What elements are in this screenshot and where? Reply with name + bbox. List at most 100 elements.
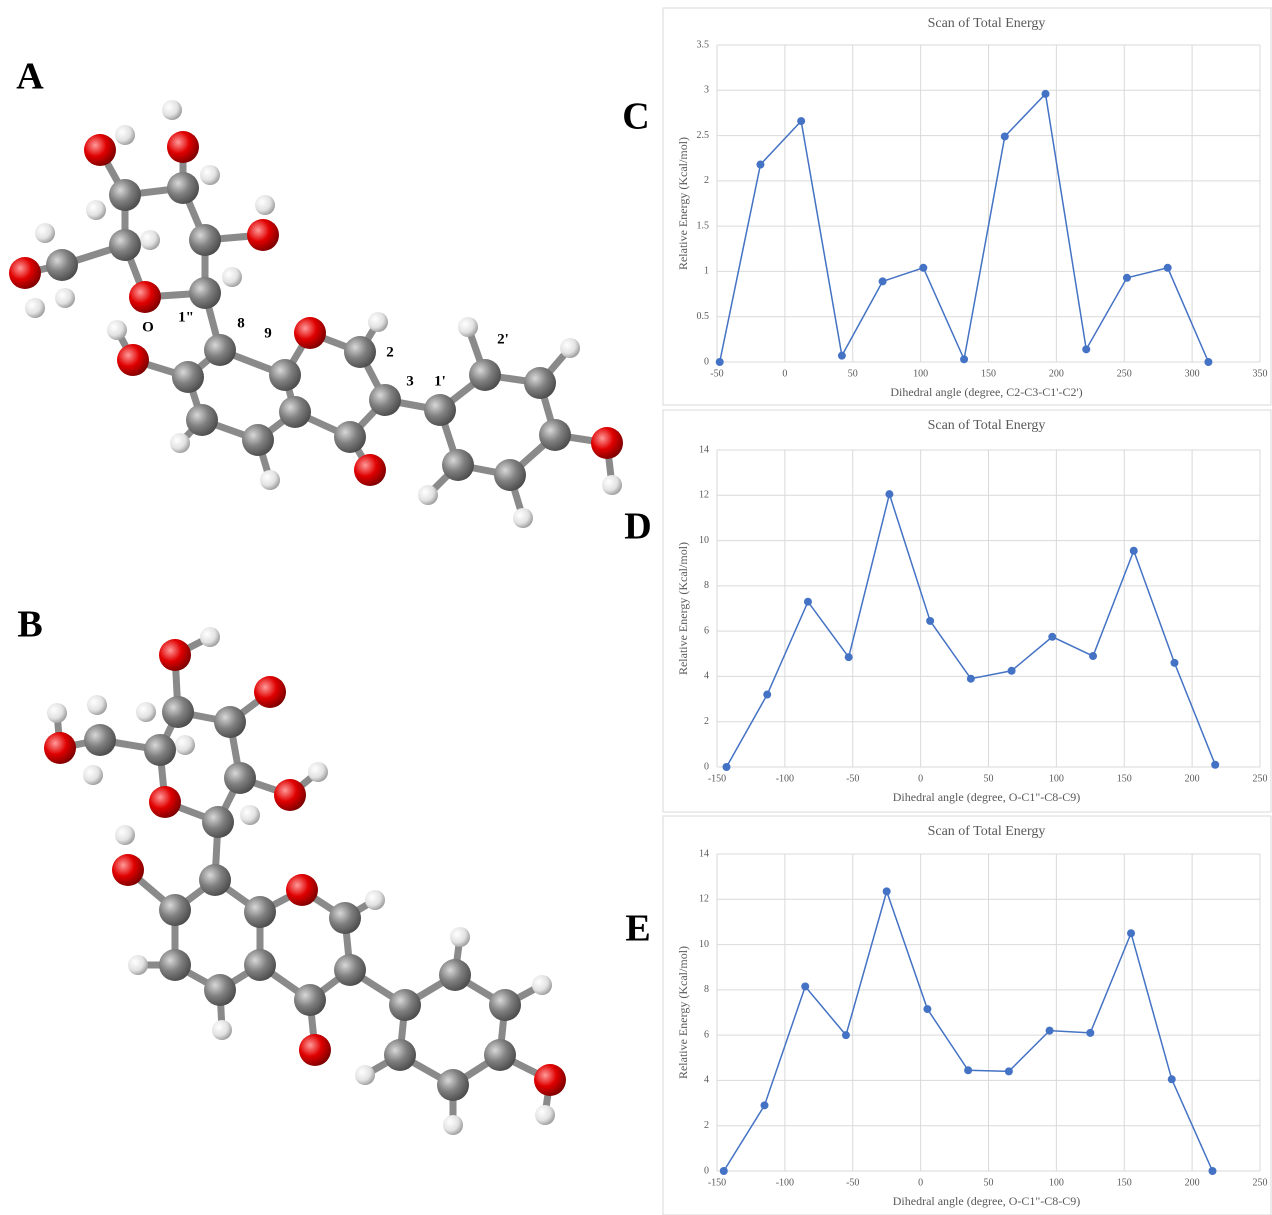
x-tick-label: 0 <box>918 1177 923 1188</box>
data-point <box>1042 90 1050 98</box>
data-point <box>1170 659 1178 667</box>
chart-frame <box>663 816 1271 1215</box>
y-axis-label: Relative Energy (Kcal/mol) <box>676 946 690 1079</box>
x-tick-label: 350 <box>1253 368 1268 379</box>
data-point <box>804 598 812 606</box>
data-point <box>1086 1029 1094 1037</box>
x-tick-label: 100 <box>913 368 928 379</box>
x-tick-label: -150 <box>708 1177 726 1188</box>
data-point <box>720 1167 728 1175</box>
panel-label: B <box>17 604 42 646</box>
data-point <box>1208 1167 1216 1175</box>
data-point <box>1046 1027 1054 1035</box>
y-tick-label: 0.5 <box>697 311 710 322</box>
molecule-a: O 1" 8 9 2 3 1' 2' <box>9 100 623 528</box>
x-tick-label: 250 <box>1253 1177 1268 1188</box>
data-point <box>761 1101 769 1109</box>
data-point <box>756 161 764 169</box>
atom-label: 9 <box>264 325 272 341</box>
charts: Scan of Total Energy Dihedral angle (degr… <box>663 8 1271 1215</box>
data-point <box>716 358 724 366</box>
y-tick-label: 10 <box>699 939 709 950</box>
y-tick-label: 0 <box>704 356 709 367</box>
y-tick-label: 2 <box>704 1120 709 1131</box>
y-tick-label: 1.5 <box>697 220 710 231</box>
y-tick-label: 4 <box>704 671 709 682</box>
y-tick-label: 14 <box>699 848 709 859</box>
atoms <box>9 100 623 528</box>
x-tick-label: 150 <box>1117 773 1132 784</box>
y-tick-label: 8 <box>704 580 709 591</box>
x-axis-label: Dihedral angle (degree, C2-C3-C1'-C2') <box>890 385 1082 399</box>
data-point <box>763 691 771 699</box>
chart-title: Scan of Total Energy <box>928 824 1046 839</box>
data-point <box>801 982 809 990</box>
y-tick-label: 6 <box>704 625 709 636</box>
x-tick-label: 250 <box>1253 773 1268 784</box>
x-tick-label: 100 <box>1049 1177 1064 1188</box>
x-axis-label: Dihedral angle (degree, O-C1"-C8-C9) <box>893 790 1081 804</box>
panel-label: D <box>624 506 651 548</box>
data-point <box>1048 633 1056 641</box>
data-point <box>1001 132 1009 140</box>
atom-label: 1" <box>178 309 194 325</box>
x-tick-label: 0 <box>918 773 923 784</box>
x-tick-label: 300 <box>1185 368 1200 379</box>
data-point <box>1164 264 1172 272</box>
atom-label: 1' <box>434 373 446 389</box>
x-tick-label: 100 <box>1049 773 1064 784</box>
x-tick-label: 200 <box>1049 368 1064 379</box>
y-tick-label: 3 <box>704 85 709 96</box>
panel-label: C <box>622 96 649 138</box>
data-point <box>919 264 927 272</box>
y-tick-label: 1 <box>704 266 709 277</box>
y-tick-label: 0 <box>704 761 709 772</box>
y-tick-label: 0 <box>704 1165 709 1176</box>
data-point <box>723 763 731 771</box>
data-point <box>879 277 887 285</box>
data-point <box>1130 547 1138 555</box>
x-tick-label: 50 <box>848 368 858 379</box>
data-point <box>923 1005 931 1013</box>
atom-label: 8 <box>237 315 245 331</box>
x-tick-label: 0 <box>782 368 787 379</box>
y-axis-label: Relative Energy (Kcal/mol) <box>676 542 690 675</box>
atom-label: 3 <box>406 373 414 389</box>
data-point <box>926 617 934 625</box>
data-point <box>838 352 846 360</box>
x-tick-label: -100 <box>776 1177 794 1188</box>
chart-title: Scan of Total Energy <box>928 418 1046 433</box>
panel-label: A <box>16 56 44 98</box>
atom-label: O <box>142 319 154 335</box>
y-tick-label: 12 <box>699 894 709 905</box>
y-tick-label: 2 <box>704 716 709 727</box>
chart-title: Scan of Total Energy <box>928 16 1046 31</box>
x-tick-label: 50 <box>984 773 994 784</box>
data-point <box>1005 1067 1013 1075</box>
data-point <box>1123 274 1131 282</box>
data-point <box>1127 929 1135 937</box>
data-point <box>960 355 968 363</box>
data-point <box>883 887 891 895</box>
data-point <box>967 675 975 683</box>
data-point <box>885 490 893 498</box>
x-axis-label: Dihedral angle (degree, O-C1"-C8-C9) <box>893 1194 1081 1208</box>
atom-label: 2' <box>497 331 509 347</box>
data-point <box>1089 652 1097 660</box>
y-axis-label: Relative Energy (Kcal/mol) <box>676 137 690 270</box>
atoms <box>44 627 566 1135</box>
y-tick-label: 2.5 <box>697 130 710 141</box>
data-point <box>1211 761 1219 769</box>
data-point <box>797 117 805 125</box>
data-point <box>1008 667 1016 675</box>
data-point <box>964 1066 972 1074</box>
y-tick-label: 4 <box>704 1075 709 1086</box>
figure: O 1" 8 9 2 3 1' 2' <box>0 0 1272 1215</box>
data-point <box>842 1031 850 1039</box>
x-tick-label: 200 <box>1185 773 1200 784</box>
x-tick-label: 50 <box>984 1177 994 1188</box>
data-point <box>1082 345 1090 353</box>
y-tick-label: 8 <box>704 984 709 995</box>
molecule-b <box>44 627 566 1135</box>
y-tick-label: 3.5 <box>697 39 710 50</box>
